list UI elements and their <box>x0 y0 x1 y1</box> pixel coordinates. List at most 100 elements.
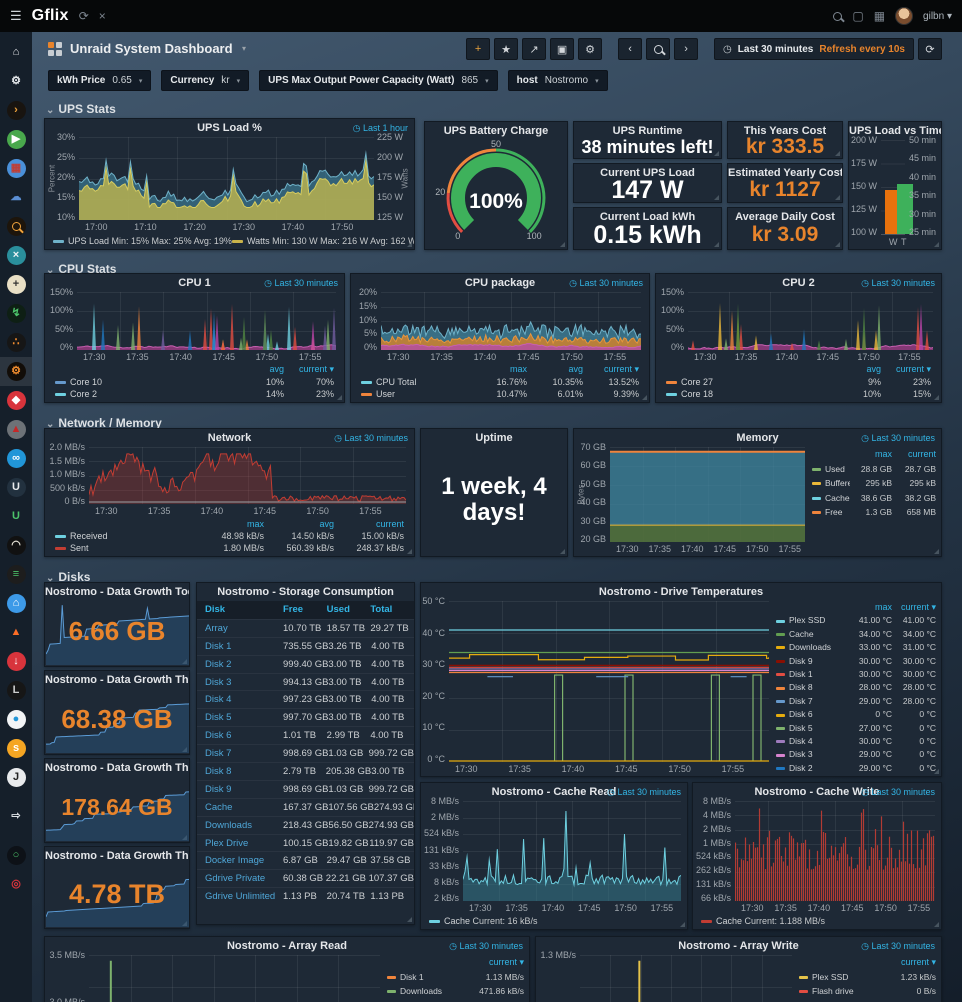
sidebar-item-app-lazylibrarian-icon[interactable]: L <box>0 676 32 705</box>
legend-series-name[interactable]: Disk 6 <box>789 709 813 720</box>
time-range-link[interactable]: ◷ Last 30 minutes <box>607 787 681 797</box>
variable-currency[interactable]: Currency kr ▾ <box>161 70 250 91</box>
panel-title[interactable]: Estimated Yearly Cost <box>728 167 842 179</box>
legend-series-name[interactable]: Core 10 <box>70 377 103 387</box>
variable-value[interactable]: 0.65 <box>112 75 132 86</box>
legend-series-name[interactable]: User <box>376 389 396 399</box>
chart-plot[interactable] <box>688 292 933 350</box>
save-button[interactable]: ▣ <box>550 38 575 60</box>
panel-title[interactable]: CPU package <box>464 277 536 289</box>
chart-plot[interactable] <box>89 447 406 504</box>
user-menu[interactable]: gilbn ▾ <box>923 10 952 22</box>
legend-column-header[interactable]: current ▾ <box>603 364 639 374</box>
legend-series-name[interactable]: UPS Load <box>68 236 110 246</box>
row-header-netmem[interactable]: ⌄ Network / Memory <box>46 416 162 430</box>
panel-title[interactable]: Memory <box>736 432 779 444</box>
refresh-dashboard-button[interactable]: ⟳ <box>918 38 942 60</box>
legend-series[interactable]: Disk 3 <box>774 748 850 761</box>
sidebar-item-app-home-assistant-icon[interactable]: ⌂ <box>0 589 32 618</box>
menu-icon[interactable]: ☰ <box>10 8 22 23</box>
legend-series[interactable]: Disk 1 <box>774 668 850 681</box>
legend-column-header[interactable]: max <box>246 519 264 529</box>
legend-series-name[interactable]: Flash drive <box>812 986 854 996</box>
legend-column-header[interactable]: avg <box>319 519 334 529</box>
legend-series[interactable]: Disk 2 <box>774 762 850 775</box>
legend-column-header[interactable]: current ▾ <box>895 364 931 374</box>
legend-series[interactable]: Disk 6 <box>774 708 850 721</box>
legend-series-name[interactable]: Buffered <box>825 478 850 488</box>
table-column-header[interactable]: Disk <box>205 604 226 616</box>
zoom-out-button[interactable] <box>646 38 671 60</box>
refresh-interval[interactable]: Refresh every 10s <box>819 43 905 55</box>
time-range-link[interactable]: ◷ Last 30 minutes <box>334 433 408 443</box>
chart-plot[interactable] <box>381 292 641 350</box>
legend-series[interactable]: Disk 8 <box>774 681 850 694</box>
legend-series[interactable]: Disk 7 <box>774 695 850 708</box>
legend-series-name[interactable]: Core 18 <box>681 389 714 399</box>
refresh-tab-icon[interactable]: ⟳ <box>78 9 89 23</box>
legend-series[interactable]: Plex SSD <box>774 614 850 627</box>
legend-column-header[interactable]: current <box>375 519 404 529</box>
chart-plot[interactable] <box>735 801 935 901</box>
legend-series-name[interactable]: Disk 3 <box>789 749 813 760</box>
bar-t[interactable] <box>897 184 913 234</box>
time-range-link[interactable]: ◷ Last 30 minutes <box>569 278 643 288</box>
sidebar-item-app-orange-ring-icon[interactable]: › <box>0 96 32 125</box>
sidebar-item-app-gitlab-icon[interactable]: ▲ <box>0 618 32 647</box>
legend-series[interactable]: Flash drive <box>385 999 464 1002</box>
sidebar-item-app-blue-grid-icon[interactable]: ▦ <box>0 154 32 183</box>
chart-plot[interactable] <box>463 801 681 901</box>
legend-item[interactable]: UPS Load Min: 15% Max: 25% Avg: 19% <box>53 236 232 246</box>
avatar[interactable] <box>895 7 914 25</box>
sidebar-item-settings-icon[interactable]: ⚙ <box>0 67 32 96</box>
sidebar-item-app-nodes-icon[interactable]: ∴ <box>0 328 32 357</box>
legend-column-header[interactable]: avg <box>568 364 583 374</box>
legend-series-name[interactable]: Parity <box>789 776 811 777</box>
legend-series-name[interactable]: Disk 7 <box>789 695 813 706</box>
variable-value[interactable]: kr <box>221 75 230 86</box>
variable-ups-max-output-power-capacity-watt-[interactable]: UPS Max Output Power Capacity (Watt) 865 ▾ <box>259 70 498 91</box>
variable-value[interactable]: 865 <box>461 75 479 86</box>
share-button[interactable]: ↗ <box>522 38 547 60</box>
panel-title[interactable]: Nostromo - Storage Consumption <box>217 586 394 598</box>
time-range-picker[interactable]: ◷ Last 30 minutes Refresh every 10s <box>714 38 914 60</box>
legend-series[interactable]: Core 18 <box>664 388 833 400</box>
panel-title[interactable]: Nostromo - Array Read <box>226 940 347 952</box>
legend-series[interactable]: Parity <box>774 775 850 777</box>
variable-kwh-price[interactable]: kWh Price 0.65 ▾ <box>48 70 152 91</box>
legend-series[interactable]: Disk 4 <box>774 735 850 748</box>
sidebar-item-app-cloud-icon[interactable]: ☁ <box>0 183 32 212</box>
legend-series[interactable]: Disk 1 <box>385 970 464 985</box>
dashboard-title[interactable]: Unraid System Dashboard <box>70 41 233 56</box>
sidebar-item-home-icon[interactable]: ⌂ <box>0 38 32 67</box>
panel-title[interactable]: UPS Battery Charge <box>443 125 549 137</box>
row-header-disks[interactable]: ⌄ Disks <box>46 570 91 584</box>
panel-title[interactable]: UPS Runtime <box>612 125 683 137</box>
sidebar-item-app-red-circle-icon[interactable]: ◎ <box>0 870 32 899</box>
legend-series-name[interactable]: Cache <box>716 916 743 926</box>
row-header-cpu[interactable]: ⌄ CPU Stats <box>46 262 117 276</box>
legend-series[interactable]: Core 27 <box>664 376 833 388</box>
legend-item[interactable]: Cache Current: 16 kB/s <box>429 916 538 926</box>
legend-series-name[interactable]: Free <box>825 507 843 517</box>
time-range-link[interactable]: ◷ Last 30 minutes <box>449 941 523 951</box>
legend-item[interactable]: Cache Current: 1.188 MB/s <box>701 916 825 926</box>
settings-button[interactable]: ⚙ <box>578 38 603 60</box>
panel-title[interactable]: Nostromo - Data Growth This Week <box>45 674 189 686</box>
legend-series[interactable]: Flash drive <box>797 984 876 999</box>
legend-series[interactable]: Buffered <box>810 476 850 491</box>
legend-series[interactable]: CPU Total <box>359 376 473 388</box>
legend-series-name[interactable]: Disk 1 <box>789 669 813 680</box>
time-range-link[interactable]: ◷ Last 30 minutes <box>861 278 935 288</box>
panel-title[interactable]: Nostromo - Drive Temperatures <box>598 586 764 598</box>
panel-title[interactable]: UPS Load % <box>197 122 262 134</box>
sidebar-item-app-bars-icon[interactable]: ≡ <box>0 560 32 589</box>
panel-title[interactable]: Nostromo - Data Growth This Month <box>45 762 189 774</box>
panel-title[interactable]: Uptime <box>475 432 513 444</box>
legend-series-name[interactable]: Disk 2 <box>789 762 813 773</box>
legend-column-header[interactable]: current ▾ <box>900 602 936 612</box>
legend-series-name[interactable]: Core 2 <box>70 389 98 399</box>
legend-item[interactable]: Watts Min: 130 W Max: 216 W Avg: 162 W <box>231 236 414 246</box>
legend-series-name[interactable]: Disk 1 <box>400 971 424 982</box>
panel-title[interactable]: Nostromo - Cache Read <box>491 786 617 798</box>
